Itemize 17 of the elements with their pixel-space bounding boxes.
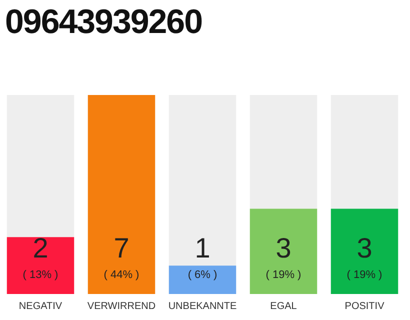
annotation: ( 44% ) — [104, 269, 140, 282]
x-tick-label: POSITIV — [344, 300, 385, 312]
chart-title: 09643939260 — [5, 2, 202, 42]
annotation: ( 19% ) — [266, 269, 302, 282]
data-label: 1 — [194, 232, 210, 264]
x-tick-label: EGAL — [270, 300, 298, 312]
annotation: ( 13% ) — [22, 269, 58, 282]
x-tick-label: VERWIRREND — [87, 300, 156, 312]
data-label: 2 — [32, 232, 48, 264]
annotation: ( 19% ) — [346, 269, 382, 282]
data-label: 7 — [114, 232, 130, 264]
annotation: ( 6% ) — [188, 269, 218, 282]
data-label: 3 — [356, 232, 372, 264]
bar — [168, 266, 236, 294]
data-label: 3 — [276, 232, 292, 264]
x-tick-label: UNBEKANNTE — [168, 300, 237, 312]
x-tick-label: NEGATIV — [18, 300, 62, 312]
